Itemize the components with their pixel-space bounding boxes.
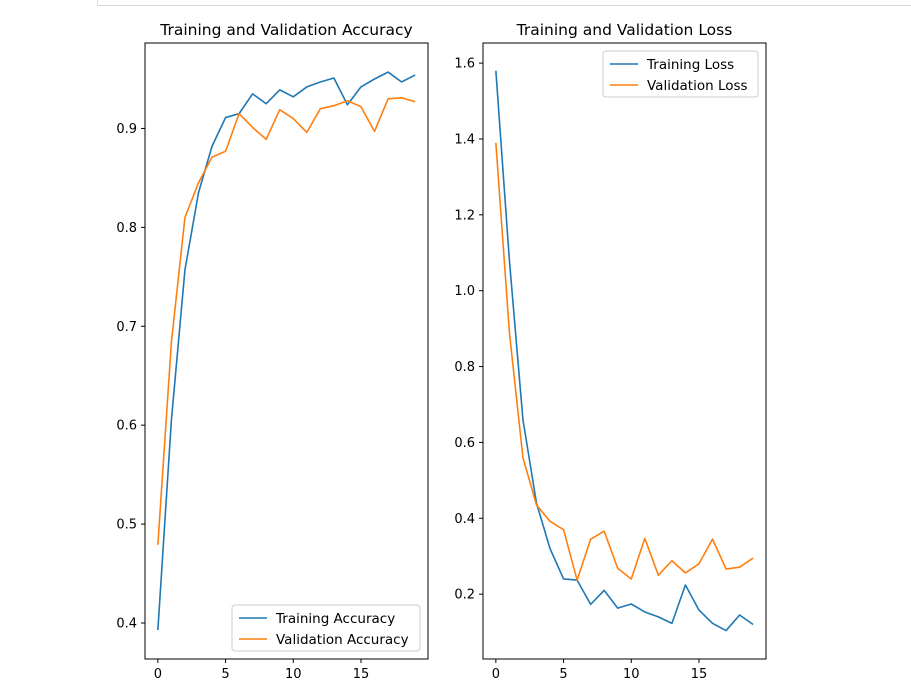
legend: Training Accuracy Validation Accuracy [231,604,421,652]
legend-box [231,604,421,652]
y-tick-label: 0.5 [116,518,137,533]
legend-entry: Validation Accuracy [276,632,409,648]
x-tick-label: 5 [221,667,229,682]
x-tick-label: 0 [154,667,162,682]
y-tick-label: 0.2 [454,588,475,603]
y-tick-label: 1.2 [454,208,475,223]
legend-box [602,50,759,98]
y-tick-label: 0.8 [116,221,137,236]
legend-entry: Training Loss [646,57,734,73]
y-tick-label: 0.9 [116,122,137,137]
series-line-2 [157,97,416,545]
y-tick-label: 0.4 [454,512,475,527]
x-tick-label: 10 [285,667,302,682]
y-tick-label: 1.4 [454,132,475,147]
chart-1: Training and Validation Accuracy 0 5 10 15 0.… [116,21,429,682]
y-tick-label: 0.4 [116,616,137,631]
chart-title: Training and Validation Loss [516,21,733,39]
chart-title: Training and Validation Accuracy [159,21,412,39]
window-top-edge [97,0,911,6]
series-line-1 [157,71,416,630]
legend: Training Loss Validation Loss [602,50,759,98]
y-tick-label: 1.6 [454,57,475,72]
x-tick-label: 5 [559,667,567,682]
y-tick-label: 0.8 [454,360,475,375]
x-tick-label: 10 [623,667,640,682]
x-tick-label: 0 [492,667,500,682]
y-tick-label: 0.7 [116,320,137,335]
plot-frame [482,42,767,660]
plot-frame [144,42,429,660]
legend-entry: Training Accuracy [275,611,395,627]
series-line-2 [495,142,754,581]
y-tick-label: 0.6 [454,436,475,451]
y-tick-label: 0.6 [116,419,137,434]
chart-2: Training and Validation Loss 0 5 10 15 0.2 0.4… [454,21,767,682]
legend-entry: Validation Loss [647,78,748,94]
x-tick-label: 15 [353,667,370,682]
x-tick-label: 15 [691,667,708,682]
series-line-1 [495,70,754,632]
y-tick-label: 1.0 [454,284,475,299]
